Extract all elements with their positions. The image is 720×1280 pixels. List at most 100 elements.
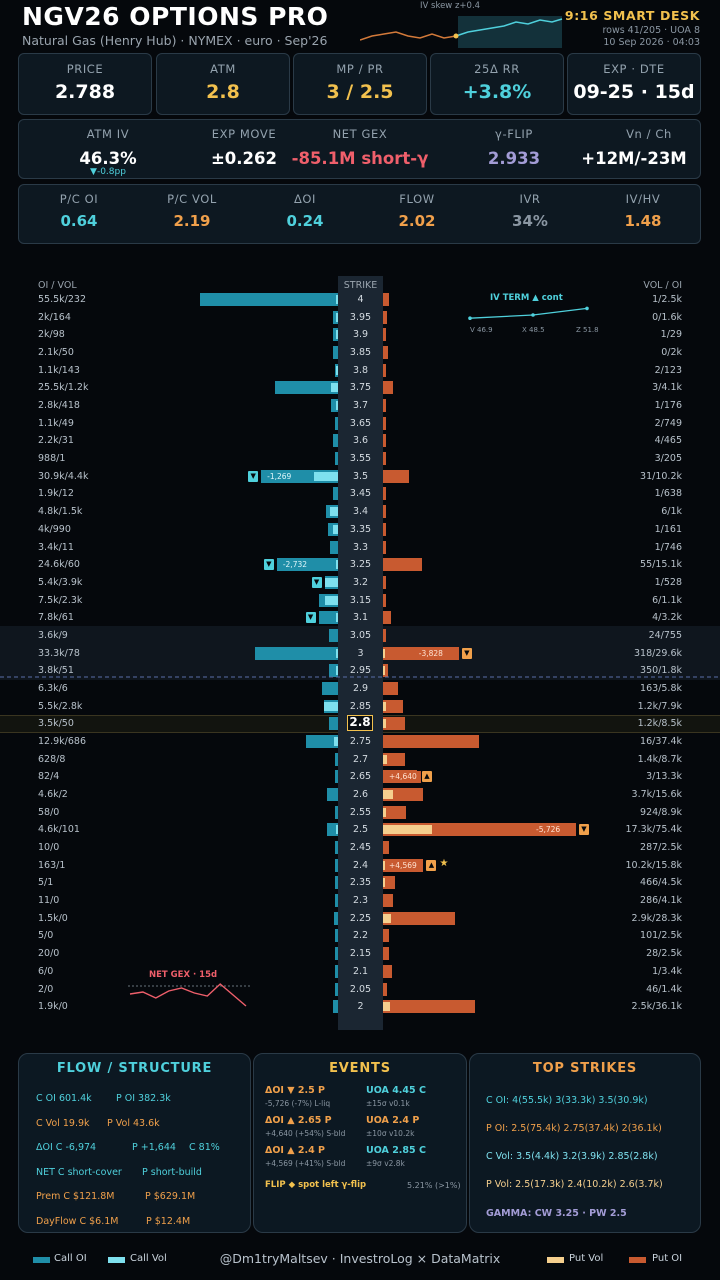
put-vol-oi: 2.9k/28.3k — [632, 913, 682, 924]
strike-row[interactable]: 4k/990 3.35 1/161 — [0, 521, 720, 539]
put-oi-bar — [383, 629, 386, 642]
strike-price: 3.25 — [338, 559, 383, 570]
atm-strike-box[interactable]: 2.8 — [347, 715, 373, 731]
strike-price: 2.5 — [338, 824, 383, 835]
call-oi-vol: 1.5k/0 — [38, 913, 68, 924]
strike-price: 3.45 — [338, 488, 383, 499]
call-oi-vol: 12.9k/686 — [38, 736, 86, 747]
flow-premium-call: Prem C $121.8M — [36, 1191, 114, 1202]
strike-row[interactable]: 628/8 2.7 1.4k/8.7k — [0, 751, 720, 769]
call-vol-bar — [325, 596, 338, 605]
put-oi-bar — [383, 346, 388, 359]
call-oi-vol: 11/0 — [38, 895, 59, 906]
strike-row[interactable]: 2.8k/418 3.7 1/176 — [0, 397, 720, 415]
put-oi-bar — [383, 381, 393, 394]
strike-row[interactable]: 3.6k/9 3.05 24/755 — [0, 627, 720, 645]
event-detail: ±9σ v2.8k — [366, 1159, 405, 1168]
strike-row[interactable]: 4.6k/101 2.5 -5,726 ▼ 17.3k/75.4k — [0, 821, 720, 839]
event-title: ΔOI ▲ 2.4 P — [265, 1145, 325, 1156]
strike-row[interactable]: 24.6k/60 -2,732 ▼ 3.25 55/15.1k — [0, 556, 720, 574]
strike-row[interactable]: 20/0 2.15 28/2.5k — [0, 945, 720, 963]
put-vol-bar — [383, 702, 386, 711]
put-vol-oi: 287/2.5k — [640, 842, 682, 853]
strike-row[interactable]: 7.8k/61 ▼ 3.1 4/3.2k — [0, 609, 720, 627]
strike-row[interactable]: 2k/98 3.9 1/29 — [0, 326, 720, 344]
put-oi-bar — [383, 505, 386, 518]
strike-price: 3 — [338, 648, 383, 659]
strike-row[interactable]: 1.9k/0 2 2.5k/36.1k — [0, 998, 720, 1016]
oi-down-icon: ▼ — [248, 471, 258, 482]
call-oi-vol: 1.9k/0 — [38, 1001, 68, 1012]
put-vol-oi: 1/746 — [655, 542, 682, 553]
gamma-walls: GAMMA: CW 3.25 · PW 2.5 — [486, 1208, 627, 1219]
events-panel: EVENTS ΔOI ▼ 2.5 P -5,726 (-7%) L-liq UO… — [253, 1053, 467, 1233]
strike-row[interactable]: 3.4k/11 3.3 1/746 — [0, 539, 720, 557]
strike-row[interactable]: 12.9k/686 2.75 16/37.4k — [0, 733, 720, 751]
call-oi-vol: 30.9k/4.4k — [38, 471, 88, 482]
strike-row[interactable]: 1.5k/0 2.25 2.9k/28.3k — [0, 910, 720, 928]
strike-row[interactable]: 2/0 2.05 46/1.4k — [0, 981, 720, 999]
stat-card-price: PRICE 2.788 — [18, 53, 152, 115]
stat-card-expiry: EXP · DTE 09-25 · 15d — [567, 53, 701, 115]
credit-line: @Dm1tryMaltsev · InvestroLog × DataMatri… — [0, 1251, 720, 1266]
put-vol-bar — [383, 719, 386, 728]
call-vol-bar — [324, 702, 338, 711]
strike-row[interactable]: 5.4k/3.9k ▼ 3.2 1/528 — [0, 574, 720, 592]
strike-row[interactable]: 2k/164 3.95 0/1.6k — [0, 309, 720, 327]
strike-row[interactable]: 3.5k/50 2.8 1.2k/8.5k — [0, 715, 720, 733]
call-oi-vol: 33.3k/78 — [38, 648, 80, 659]
oi-down-icon: ▼ — [264, 559, 274, 570]
gamma-flip-distance: 5.21% (>1%) — [407, 1181, 461, 1190]
put-oi-bar — [383, 841, 389, 854]
strike-row[interactable]: 1.1k/143 3.8 2/123 — [0, 362, 720, 380]
strike-row[interactable]: 25.5k/1.2k 3.75 3/4.1k — [0, 379, 720, 397]
strike-price: 3.5 — [338, 471, 383, 482]
strike-row[interactable]: 58/0 2.55 924/8.9k — [0, 804, 720, 822]
put-delta-oi-label: +4,569 — [385, 860, 421, 872]
strike-row[interactable]: 11/0 2.3 286/4.1k — [0, 892, 720, 910]
left-column-header: OI / VOL — [38, 280, 77, 291]
put-oi-bar — [383, 611, 391, 624]
event-detail: +4,569 (+41%) S-bld — [265, 1159, 345, 1168]
strike-row[interactable]: 30.9k/4.4k -1,269 ▼ 3.5 31/10.2k — [0, 468, 720, 486]
strike-row[interactable]: 163/1 2.4 +4,569 ▲ ★ 10.2k/15.8k — [0, 857, 720, 875]
top-put-vol: P Vol: 2.5(17.3k) 2.4(10.2k) 2.6(3.7k) — [486, 1179, 663, 1190]
strike-row[interactable]: 6/0 2.1 1/3.4k — [0, 963, 720, 981]
right-column-header: VOL / OI — [643, 280, 682, 291]
iv-term-chart — [460, 300, 610, 340]
strike-row[interactable]: 988/1 3.55 3/205 — [0, 450, 720, 468]
stat-card-mp-pr: MP / PR 3 / 2.5 — [293, 53, 427, 115]
stat-value: 2.02 — [362, 212, 472, 230]
strike-row[interactable]: 33.3k/78 3 -3,828 ▼ 318/29.6k — [0, 645, 720, 663]
strike-price: 2.15 — [338, 948, 383, 959]
iv-term-point — [585, 307, 589, 311]
strike-row[interactable]: 4.8k/1.5k 3.4 6/1k — [0, 503, 720, 521]
strike-row[interactable]: 6.3k/6 2.9 163/5.8k — [0, 680, 720, 698]
strike-row[interactable]: 4.6k/2 2.6 3.7k/15.6k — [0, 786, 720, 804]
strike-row[interactable]: 55.5k/232 4 1/2.5k — [0, 291, 720, 309]
strike-price: 2.05 — [338, 984, 383, 995]
call-oi-vol: 5/0 — [38, 930, 53, 941]
strike-row[interactable]: 5/1 2.35 466/4.5k — [0, 874, 720, 892]
call-oi-vol: 25.5k/1.2k — [38, 382, 88, 393]
star-icon: ★ — [439, 858, 448, 869]
iv-term-point — [468, 316, 472, 320]
event-title: ΔOI ▲ 2.65 P — [265, 1115, 332, 1126]
call-vol-bar — [330, 507, 338, 516]
strike-row[interactable]: 2.1k/50 3.85 0/2k — [0, 344, 720, 362]
strike-row[interactable]: 5.5k/2.8k 2.85 1.2k/7.9k — [0, 698, 720, 716]
strike-price: 3.3 — [338, 542, 383, 553]
strike-row[interactable]: 5/0 2.2 101/2.5k — [0, 927, 720, 945]
put-oi-bar — [383, 417, 386, 430]
strike-row[interactable]: 7.5k/2.3k 3.15 6/1.1k — [0, 592, 720, 610]
strike-row[interactable]: 1.9k/12 3.45 1/638 — [0, 485, 720, 503]
call-oi-vol: 3.5k/50 — [38, 718, 74, 729]
put-vol-oi: 0/2k — [661, 347, 682, 358]
strike-row[interactable]: 2.2k/31 3.6 4/465 — [0, 432, 720, 450]
call-oi-bar — [329, 629, 338, 642]
strike-row[interactable]: 82/4 2.65 +4,640 ▲ 3/13.3k — [0, 768, 720, 786]
strike-price: 2 — [338, 1001, 383, 1012]
strike-row[interactable]: 1.1k/49 3.65 2/749 — [0, 415, 720, 433]
strike-row[interactable]: 10/0 2.45 287/2.5k — [0, 839, 720, 857]
stat-label: FLOW — [362, 192, 472, 206]
